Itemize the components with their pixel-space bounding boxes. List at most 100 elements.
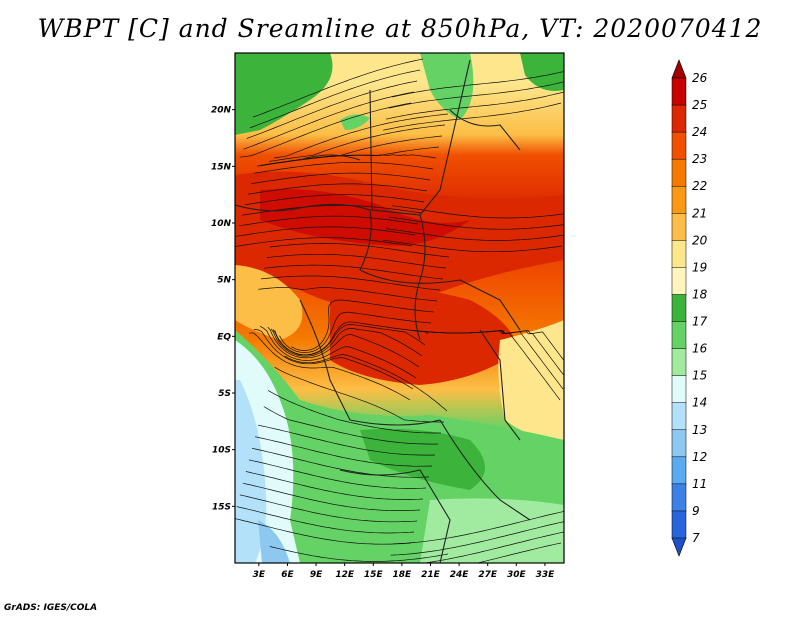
streamline — [274, 113, 449, 159]
colorbar-top-arrow — [671, 59, 687, 79]
streamline — [393, 511, 564, 545]
streamline — [269, 243, 450, 258]
streamline — [386, 91, 564, 120]
streamline — [239, 102, 412, 158]
streamline — [235, 237, 413, 247]
colorbar-swatch — [671, 483, 687, 512]
streamline — [236, 506, 415, 534]
colorbar-swatch — [671, 402, 687, 431]
lon-label: 18E — [393, 570, 413, 580]
lat-label: 5N — [217, 276, 231, 286]
streamline — [284, 354, 448, 412]
colorbar-label: 17 — [692, 315, 708, 329]
streamline — [246, 80, 418, 139]
streamline — [254, 436, 433, 467]
colorbar-swatch — [671, 240, 687, 269]
streamline — [263, 406, 439, 445]
streamline — [253, 162, 434, 174]
colorbar-label: 14 — [692, 396, 707, 410]
lon-label: 27E — [478, 570, 498, 580]
streamline — [239, 494, 418, 523]
streamline — [238, 215, 419, 227]
streamline — [274, 321, 429, 356]
streamline — [263, 264, 444, 280]
streamline — [260, 275, 441, 291]
colorbar-label: 22 — [692, 179, 707, 193]
colorbar-swatch — [671, 294, 687, 323]
lon-label: 24E — [450, 570, 470, 580]
streamline — [392, 71, 564, 98]
colorbar-label: 23 — [692, 152, 707, 166]
lon-label: 33E — [536, 570, 556, 580]
lat-label: 10S — [212, 446, 231, 456]
streamline — [258, 424, 436, 456]
lon-label: 12E — [335, 570, 355, 580]
streamline — [414, 330, 561, 401]
map-title: WBPT [C] and Sreamline at 850hPa, VT: 20… — [37, 14, 763, 43]
colorbar-label: 9 — [692, 504, 700, 518]
streamline — [422, 531, 564, 563]
colorbar-label: 19 — [692, 260, 707, 274]
streamline — [242, 482, 421, 511]
streamline — [476, 542, 562, 563]
colorbar-swatch — [671, 158, 687, 187]
streamline — [235, 226, 416, 237]
lat-label: 20N — [211, 106, 232, 116]
colorbar-label: 7 — [692, 531, 700, 545]
streamline — [248, 459, 427, 489]
lon-label: 9E — [310, 570, 323, 580]
streamline — [247, 183, 428, 195]
colorbar-label: 25 — [692, 98, 707, 112]
streamline — [279, 311, 432, 353]
streamline — [251, 447, 430, 478]
streamline — [390, 521, 564, 556]
streamline — [252, 58, 424, 118]
streamline — [388, 216, 564, 230]
streamline — [383, 102, 562, 131]
longitude-labels: 3E 6E 9E 12E 15E 18E 21E 24E 27E 30E 33E — [253, 563, 555, 580]
lon-label: 21E — [421, 570, 441, 580]
streamline — [260, 325, 417, 379]
colorbar-label: 11 — [692, 477, 707, 491]
streamline — [266, 253, 447, 269]
lon-label: 6E — [281, 570, 294, 580]
lon-label: 30E — [507, 570, 527, 580]
streamline — [244, 194, 425, 206]
streamlines — [235, 58, 564, 563]
streamline — [235, 518, 412, 545]
colorbar-label: 24 — [692, 125, 707, 139]
streamline — [243, 91, 415, 150]
colorbar-label: 20 — [692, 233, 708, 247]
lon-label: 15E — [364, 570, 384, 580]
streamline — [245, 471, 424, 500]
colorbar-swatch — [671, 348, 687, 377]
colorbar-label: 12 — [692, 450, 707, 464]
colorbar-label: 13 — [692, 423, 707, 437]
streamline — [258, 286, 438, 302]
colorbar-swatch — [671, 213, 687, 242]
country-borders — [235, 59, 531, 563]
streamline — [267, 390, 441, 434]
colorbar-swatch — [671, 375, 687, 404]
colorbar-swatch — [671, 456, 687, 485]
colorbar-swatch — [671, 104, 687, 133]
streamline — [249, 69, 421, 129]
streamline — [272, 324, 426, 356]
streamline — [274, 366, 444, 423]
colorbar-swatch — [671, 131, 687, 160]
latitude-labels: 20N 15N 10N 5N EQ 5S 10S 15S — [211, 106, 235, 512]
colorbar-label: 21 — [692, 206, 707, 220]
lat-label: 15S — [212, 502, 231, 512]
streamline — [267, 326, 420, 368]
streamline — [389, 81, 564, 109]
colorbar-swatch — [671, 321, 687, 350]
grads-credit: GrADS: IGES/COLA — [4, 603, 98, 613]
colorbar-bottom-arrow — [671, 537, 687, 557]
streamline — [257, 154, 437, 167]
lat-label: EQ — [217, 332, 231, 342]
streamline — [385, 228, 564, 241]
colorbar-swatch — [671, 77, 687, 106]
streamline — [391, 205, 564, 219]
map-frame — [234, 52, 565, 564]
